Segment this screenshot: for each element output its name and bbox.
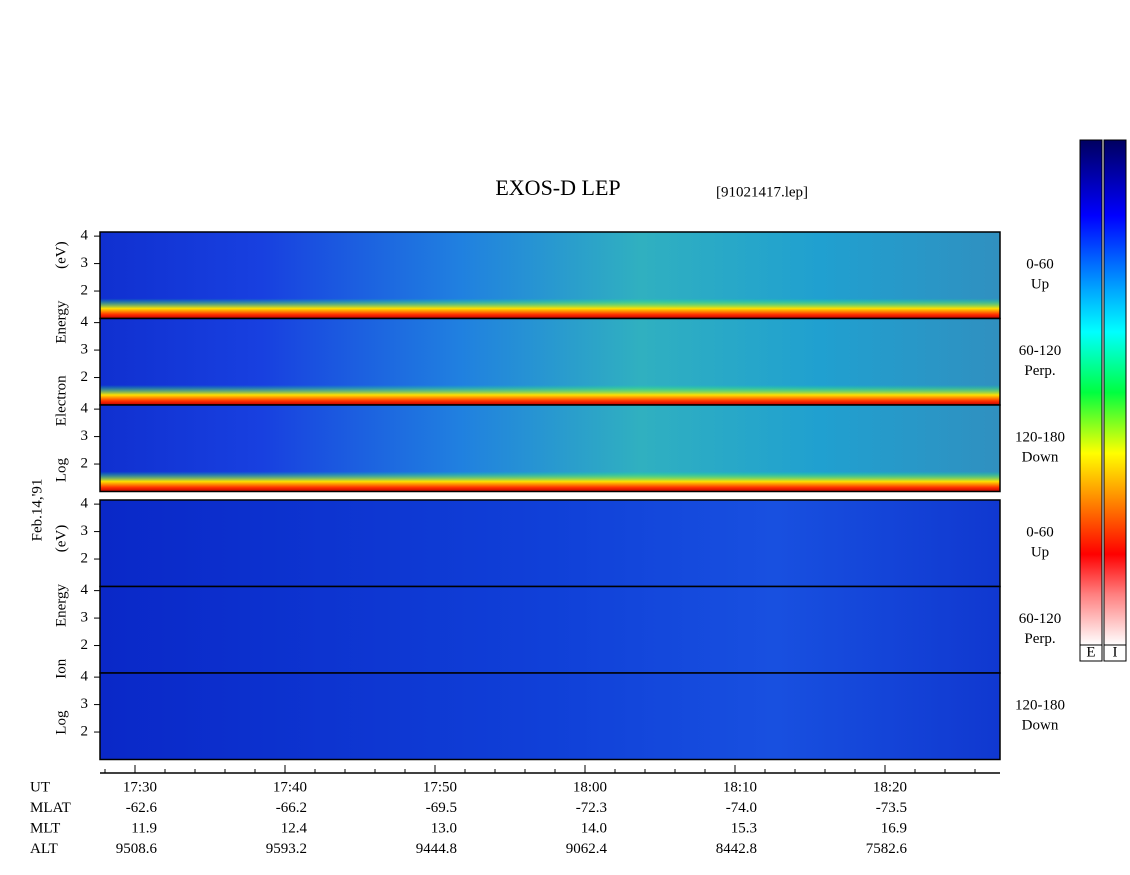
ephemeris-value: 9508.6 — [116, 841, 158, 857]
panel-label: 60-120 — [1019, 611, 1062, 627]
ephemeris-value: -73.5 — [876, 800, 907, 816]
ephemeris-name: UT — [30, 779, 50, 795]
date: Feb.14,'91 — [29, 479, 45, 542]
y-tick-label: 3 — [81, 696, 89, 712]
spectrogram-panel — [100, 500, 1000, 587]
x-tick-label: 17:50 — [423, 779, 457, 795]
panel-sublabel: Perp. — [1024, 363, 1055, 379]
y-tick-label: 2 — [81, 455, 89, 471]
ephemeris-value: -62.6 — [126, 800, 158, 816]
ephemeris-value: 11.9 — [131, 820, 157, 836]
colorbar — [1079, 139, 1103, 646]
colorbar-label-box — [1103, 644, 1127, 662]
colorbar-label-box — [1079, 644, 1103, 662]
panel-label: 0-60 — [1026, 525, 1054, 541]
colorbar-label: E — [1086, 644, 1095, 660]
x-tick-label: 17:30 — [123, 779, 157, 795]
panel-sublabel: Up — [1031, 277, 1049, 293]
y-tick-label: 2 — [81, 282, 89, 298]
colorbar-label: I — [1113, 644, 1118, 660]
y-tick-label: 3 — [81, 342, 89, 358]
panel-label: 120-180 — [1015, 430, 1065, 446]
y-tick-label: 4 — [81, 496, 89, 512]
ephemeris-name: MLT — [30, 820, 60, 836]
spectrogram-band — [100, 298, 1000, 319]
panel-sublabel: Down — [1022, 450, 1059, 466]
ephemeris-value: 13.0 — [431, 820, 457, 836]
ephemeris-value: 9593.2 — [266, 841, 307, 857]
ephemeris-value: 14.0 — [581, 820, 607, 836]
spectrogram-band — [100, 471, 1000, 492]
y-axis-label: Log Ion Energy (eV) — [53, 525, 69, 735]
x-tick-label: 18:10 — [723, 779, 757, 795]
panel-sublabel: Perp. — [1024, 631, 1055, 647]
file-name: [91021417.lep] — [716, 184, 808, 200]
x-tick-label: 18:20 — [873, 779, 907, 795]
panel-label: 120-180 — [1015, 698, 1065, 714]
y-tick-label: 3 — [81, 523, 89, 539]
ephemeris-value: -74.0 — [726, 800, 757, 816]
ephemeris-value: 12.4 — [281, 820, 308, 836]
y-tick-label: 4 — [81, 228, 89, 244]
y-tick-label: 4 — [81, 401, 89, 417]
ephemeris-value: 8442.8 — [716, 841, 757, 857]
spectrogram-panel — [100, 673, 1000, 760]
y-axis-label: Log Electron Energy (eV) — [53, 241, 69, 482]
x-tick-label: 18:00 — [573, 779, 607, 795]
ephemeris-value: -66.2 — [276, 800, 307, 816]
panel-frame — [99, 404, 1001, 493]
y-tick-label: 3 — [81, 428, 89, 444]
ephemeris-value: 9444.8 — [416, 841, 457, 857]
panel-label: 0-60 — [1026, 257, 1054, 273]
y-tick-label: 4 — [81, 582, 89, 598]
y-tick-label: 3 — [81, 610, 89, 626]
y-tick-label: 2 — [81, 369, 89, 385]
panel-sublabel: Down — [1022, 718, 1059, 734]
panel-label: 60-120 — [1019, 343, 1062, 359]
ephemeris-value: 9062.4 — [566, 841, 608, 857]
ephemeris-value: 16.9 — [881, 820, 907, 836]
spectrogram-band — [100, 385, 1000, 405]
ephemeris-value: 15.3 — [731, 820, 757, 836]
y-tick-label: 3 — [81, 255, 89, 271]
y-tick-label: 2 — [81, 723, 89, 739]
spectrogram-panel — [100, 586, 1000, 673]
y-tick-label: 2 — [81, 550, 89, 566]
ephemeris-value: 7582.6 — [866, 841, 908, 857]
colorbar — [1103, 139, 1127, 646]
ephemeris-name: MLAT — [30, 800, 71, 816]
ephemeris-value: -69.5 — [426, 800, 457, 816]
ephemeris-name: ALT — [30, 841, 58, 857]
y-tick-label: 4 — [81, 669, 89, 685]
y-tick-label: 4 — [81, 314, 89, 330]
y-tick-label: 2 — [81, 637, 89, 653]
title: EXOS-D LEP — [495, 175, 620, 200]
panel-sublabel: Up — [1031, 545, 1049, 561]
x-tick-label: 17:40 — [273, 779, 307, 795]
ephemeris-value: -72.3 — [576, 800, 607, 816]
panel-frame — [99, 672, 1001, 761]
